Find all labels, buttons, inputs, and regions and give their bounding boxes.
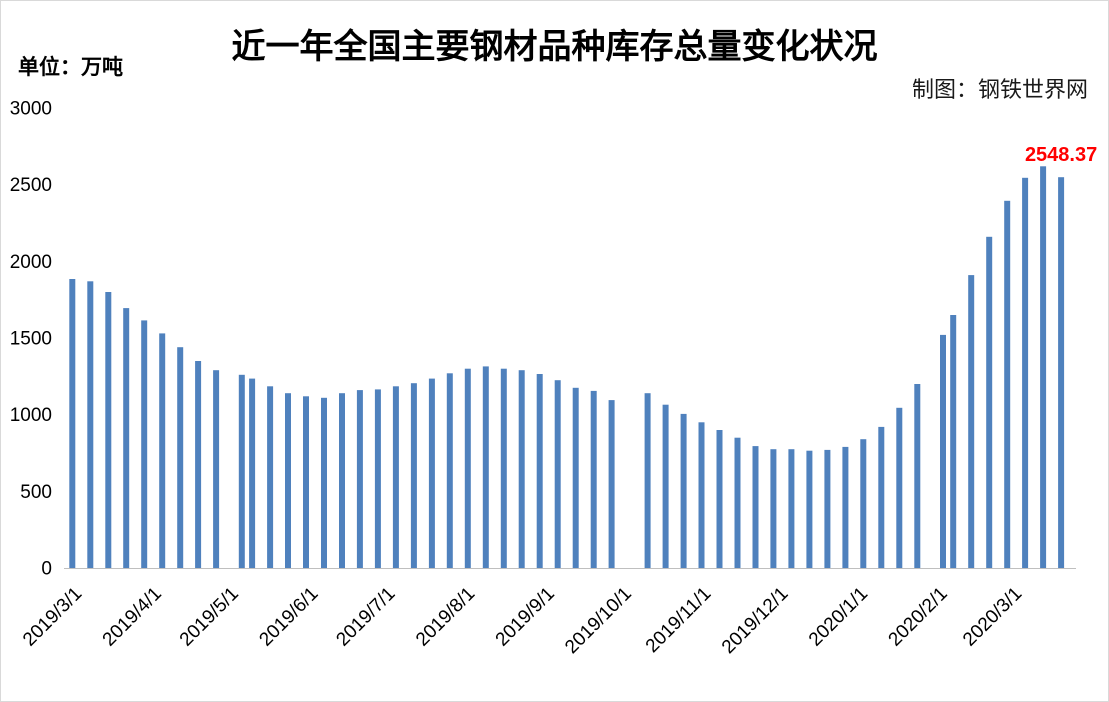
unit-label: 单位：万吨	[18, 54, 123, 79]
x-tick-label: 2020/1/1	[805, 583, 872, 650]
bar	[500, 368, 507, 568]
bar	[238, 374, 245, 568]
bar	[986, 236, 993, 569]
bar	[1004, 200, 1011, 569]
x-tick-label: 2020/3/1	[959, 583, 1026, 650]
y-tick-label: 2000	[10, 252, 52, 273]
x-tick-label: 2019/7/1	[332, 583, 399, 650]
bar	[321, 397, 327, 568]
bar	[806, 450, 813, 568]
bar	[824, 449, 831, 568]
bar	[123, 308, 130, 568]
bar	[339, 393, 345, 568]
bar	[716, 430, 723, 568]
bar	[69, 279, 76, 568]
bar	[141, 320, 148, 568]
bar	[356, 390, 363, 568]
bar	[1058, 177, 1065, 568]
bar	[554, 380, 561, 568]
bar	[1040, 166, 1047, 569]
bar	[752, 446, 759, 568]
bar	[303, 396, 309, 568]
bar	[950, 315, 957, 568]
bar	[842, 446, 849, 568]
x-tick-label: 2019/10/1	[561, 583, 636, 658]
y-tick-label: 1000	[10, 405, 52, 426]
x-tick-label: 2019/5/1	[176, 583, 243, 650]
x-tick-label: 2019/11/1	[642, 583, 716, 657]
bar	[410, 383, 417, 568]
bar	[285, 393, 291, 568]
chart-title: 近一年全国主要钢材品种库存总量变化状况	[231, 27, 878, 67]
bar	[572, 387, 579, 568]
bar	[968, 275, 975, 568]
bar	[788, 449, 795, 568]
x-tick-label: 2019/6/1	[255, 583, 322, 650]
y-axis-tick-labels: 0 500 1000 1500 2000 2500 3000	[10, 99, 52, 580]
bar-series	[69, 166, 1065, 569]
bar	[446, 373, 453, 568]
y-tick-label: 3000	[10, 99, 52, 120]
bar	[914, 384, 921, 568]
credit-label: 制图：钢铁世界网	[911, 78, 1088, 103]
x-tick-label: 2019/3/1	[19, 583, 86, 650]
bar	[940, 334, 946, 568]
bar	[590, 390, 597, 568]
data-labels: 2548.37	[1025, 144, 1097, 166]
bar	[698, 422, 705, 568]
x-tick-label: 2020/2/1	[885, 583, 952, 650]
x-tick-label: 2019/8/1	[412, 583, 479, 650]
x-tick-label: 2019/9/1	[492, 583, 559, 650]
bar	[734, 437, 741, 568]
y-tick-label: 1500	[10, 329, 52, 350]
bar	[608, 400, 615, 568]
data-label: 2548.37	[1025, 144, 1097, 166]
y-tick-label: 0	[41, 559, 52, 580]
x-tick-label: 2019/12/1	[718, 583, 793, 658]
bar	[177, 347, 184, 568]
bar	[159, 333, 166, 568]
bar	[392, 386, 399, 568]
bar	[536, 374, 543, 568]
y-tick-label: 2500	[10, 175, 52, 196]
bar	[878, 426, 885, 568]
bar	[428, 378, 435, 568]
bar	[860, 439, 867, 568]
y-tick-label: 500	[20, 482, 52, 503]
bar	[213, 370, 220, 568]
x-tick-label: 2019/4/1	[99, 583, 166, 650]
bar	[662, 404, 669, 568]
bar	[87, 281, 94, 568]
bar	[1022, 177, 1029, 569]
bar	[644, 393, 651, 568]
bar	[464, 368, 471, 568]
bar	[105, 292, 112, 568]
bar	[518, 370, 525, 568]
bar	[267, 386, 274, 568]
bar	[770, 449, 777, 568]
bar	[896, 407, 903, 568]
bar	[482, 366, 489, 568]
bar	[195, 361, 202, 568]
bar	[249, 378, 256, 568]
bar	[374, 389, 381, 568]
x-axis-tick-labels: 2019/3/1 2019/4/1 2019/5/1 2019/6/1 2019/7/1…	[19, 583, 1026, 658]
bar	[680, 413, 687, 568]
